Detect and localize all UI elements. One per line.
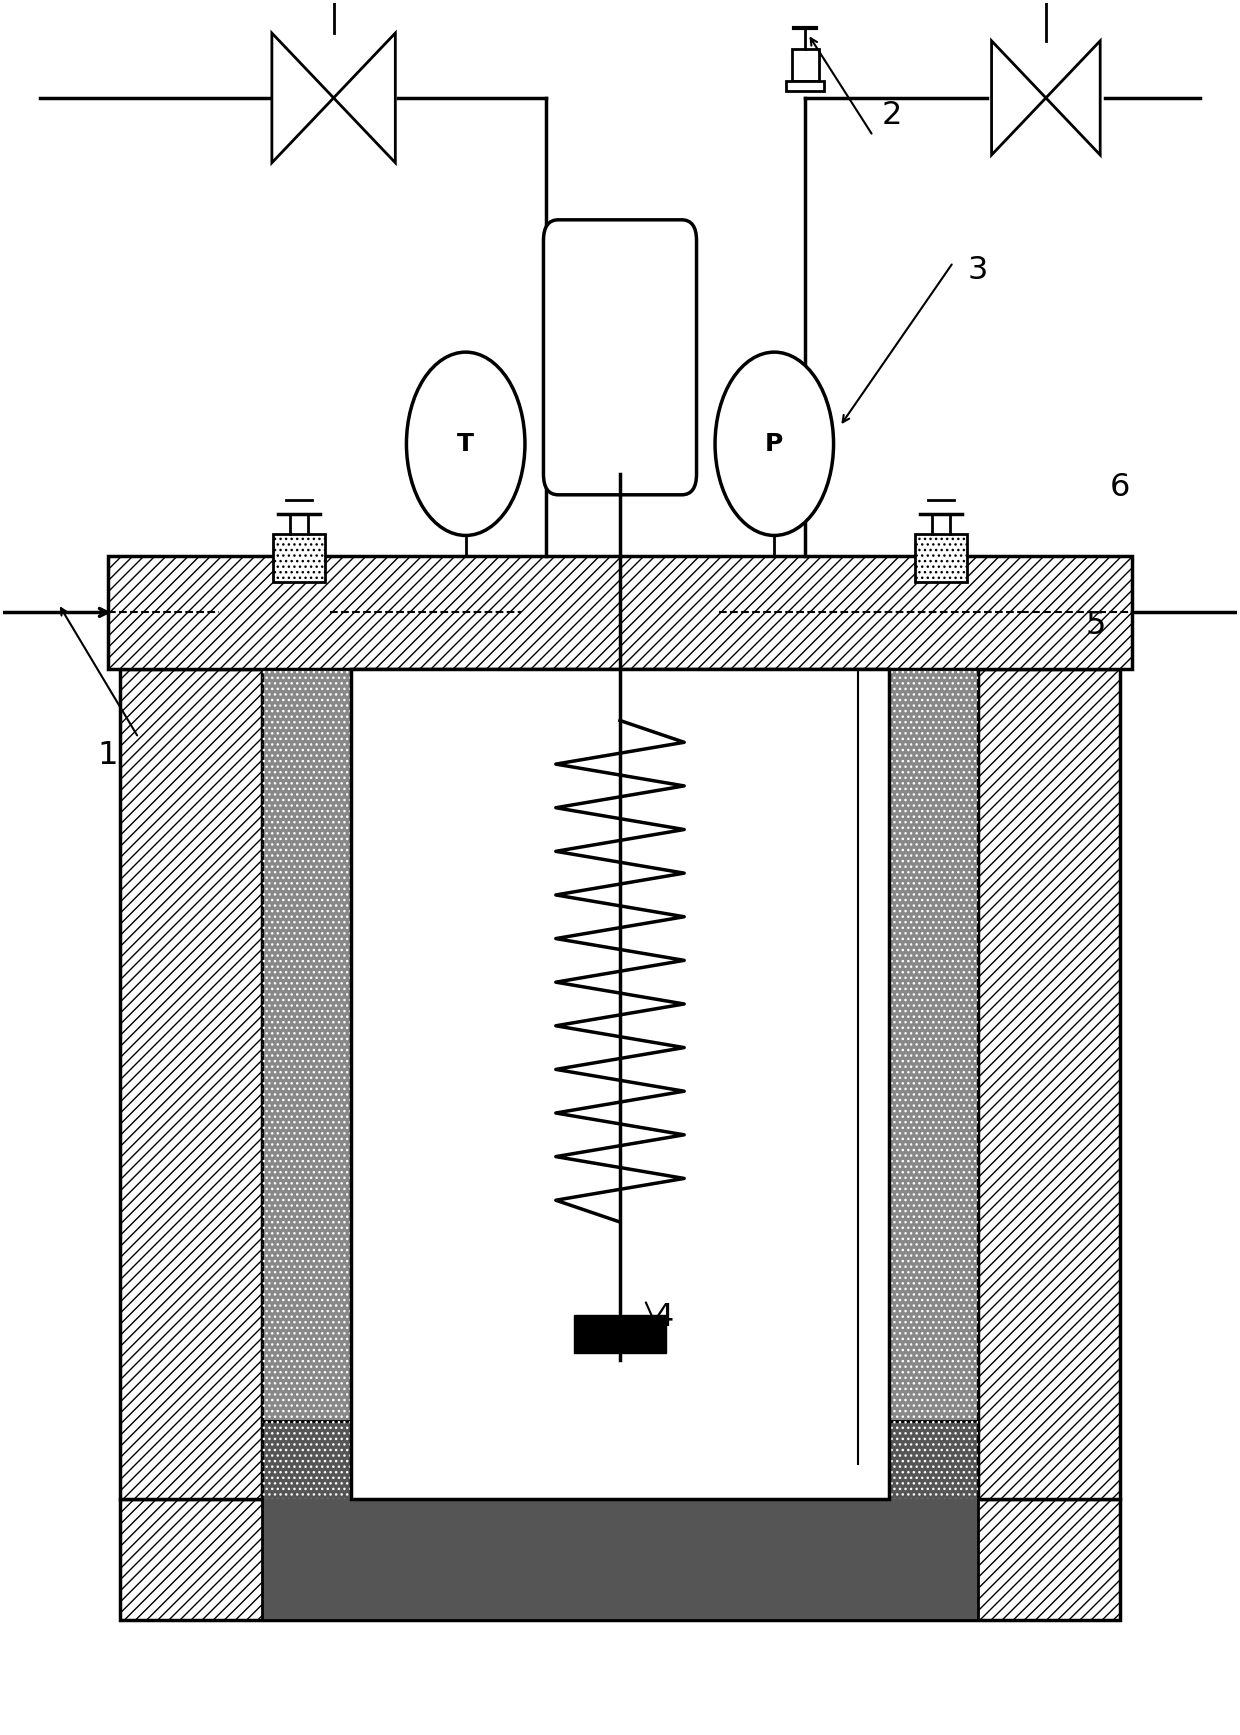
Bar [889, 668, 978, 1499]
FancyBboxPatch shape [543, 220, 697, 494]
Bar [120, 668, 262, 1499]
Text: 5: 5 [1085, 611, 1105, 640]
Text: 6: 6 [1110, 472, 1130, 503]
Text: 2: 2 [882, 99, 901, 130]
Text: T: T [458, 432, 474, 456]
Bar [108, 557, 1132, 668]
Bar [108, 557, 1132, 668]
Bar [978, 668, 1120, 1499]
Text: 1: 1 [98, 739, 118, 770]
Bar [978, 668, 1120, 1499]
Bar [262, 1421, 978, 1620]
Ellipse shape [407, 352, 525, 536]
Bar [120, 1499, 1120, 1620]
Text: 4: 4 [653, 1301, 673, 1332]
Bar [915, 534, 967, 581]
Bar [791, 50, 818, 80]
Bar [120, 1499, 1120, 1620]
Bar [786, 80, 825, 92]
Bar [120, 668, 262, 1499]
Bar [915, 534, 967, 581]
Bar [273, 534, 325, 581]
Bar [889, 668, 978, 1499]
Text: P: P [765, 432, 784, 456]
Bar [262, 668, 351, 1499]
Ellipse shape [715, 352, 833, 536]
Bar [262, 668, 351, 1499]
Text: 3: 3 [967, 255, 988, 286]
Bar [351, 668, 889, 1499]
Bar [273, 534, 325, 581]
Bar [621, 1315, 666, 1353]
Bar [574, 1315, 619, 1353]
